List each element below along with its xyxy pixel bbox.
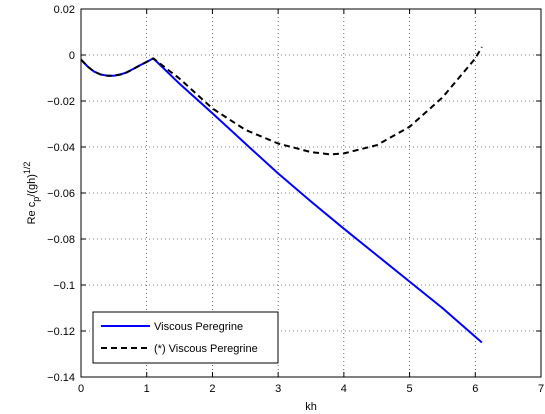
y-axis-label: Re cp/(gh)1/2 <box>22 162 41 225</box>
legend-box <box>92 311 279 364</box>
series-layer <box>80 46 483 344</box>
y-tick-label: 0.02 <box>54 4 75 16</box>
legend-label-star-viscous-peregrine: (*) Viscous Peregrine <box>154 343 258 355</box>
x-tick-label: 3 <box>275 383 281 395</box>
grid <box>81 9 541 377</box>
x-tick-label: 2 <box>209 383 215 395</box>
y-tick-label: −0.08 <box>47 234 75 246</box>
y-axis-label-base: Re c <box>26 201 38 224</box>
y-tick-label: −0.04 <box>47 142 75 154</box>
y-tick-label: −0.06 <box>47 188 75 200</box>
y-tick-label: −0.1 <box>53 280 75 292</box>
y-tick-label: −0.12 <box>47 326 75 338</box>
x-tick-label: 0 <box>78 383 84 395</box>
x-tick-label: 5 <box>407 383 413 395</box>
y-tick-label: 0 <box>69 50 75 62</box>
x-tick-label: 7 <box>538 383 544 395</box>
y-tick-label: −0.14 <box>47 372 75 384</box>
y-axis-label-superscript: 1/2 <box>22 162 32 175</box>
y-axis-label-mid: /(gh) <box>26 174 38 197</box>
x-tick-label: 1 <box>144 383 150 395</box>
ticks: 0 1 2 3 4 5 6 7 0.02 0 −0.02 −0.04 −0.06 −0.08 −0.1 −0.… <box>47 4 544 395</box>
legend-label-viscous-peregrine: Viscous Peregrine <box>154 321 243 333</box>
x-tick-label: 6 <box>472 383 478 395</box>
y-axis-label-subscript: p <box>31 197 41 202</box>
y-tick-label: −0.02 <box>47 96 75 108</box>
series-line-star-viscous-peregrine <box>80 46 483 156</box>
x-axis-label: kh <box>305 401 317 413</box>
legend: Viscous Peregrine (*) Viscous Peregrine <box>92 311 279 364</box>
x-tick-label: 4 <box>341 383 347 395</box>
